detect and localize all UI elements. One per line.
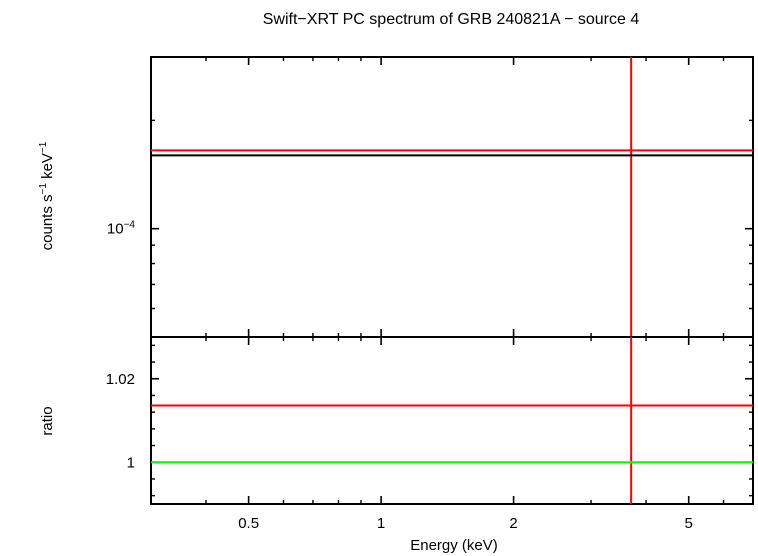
x-axis-label: Energy (keV) (410, 537, 498, 554)
bottom-y-tick-label: 1 (127, 454, 135, 471)
top-panel: 10−4 (107, 56, 754, 338)
bottom-y-axis-label: ratio (39, 406, 56, 435)
chart-title: Swift−XRT PC spectrum of GRB 240821A − s… (263, 11, 640, 28)
x-tick-label: 0.5 (238, 515, 259, 532)
top-y-axis-label: counts s−1 keV−1 (38, 141, 56, 250)
x-tick-label: 2 (509, 515, 517, 532)
bottom-panel: 1 1.02 0.5 1 2 5 (106, 336, 754, 532)
top-plot-frame (150, 56, 754, 338)
bottom-plot-frame (150, 336, 754, 505)
x-tick-label: 1 (377, 515, 385, 532)
x-tick-label: 5 (685, 515, 693, 532)
top-y-tick-label: 10−4 (107, 220, 136, 238)
bottom-y-tick-label: 1.02 (106, 371, 135, 388)
